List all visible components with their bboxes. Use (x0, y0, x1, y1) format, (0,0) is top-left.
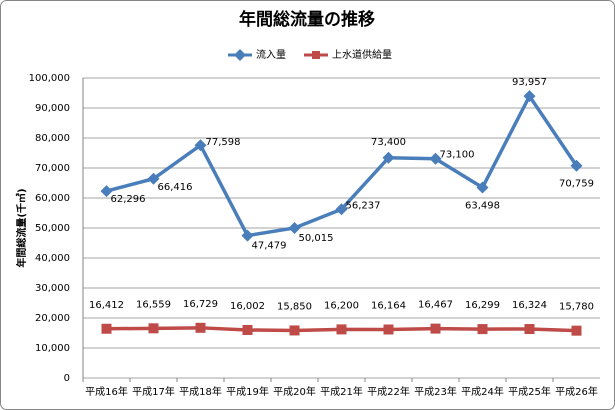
y-tick-label: 0 (64, 373, 70, 384)
marker (429, 152, 442, 165)
data-label: 47,479 (252, 241, 287, 252)
marker (571, 325, 582, 336)
x-tick-label: 平成16年 (85, 385, 128, 398)
marker (382, 151, 395, 164)
data-label: 66,416 (158, 182, 193, 193)
legend: 流入量 上水道供給量 (228, 48, 392, 61)
marker (194, 139, 207, 152)
x-tick-label: 平成22年 (367, 385, 410, 398)
data-label: 77,598 (206, 137, 241, 148)
data-label: 50,015 (299, 233, 334, 244)
data-label: 16,324 (512, 300, 547, 311)
data-label: 16,002 (230, 301, 265, 312)
marker (430, 323, 441, 334)
y-tick-label: 90,000 (35, 103, 70, 114)
marker (148, 323, 159, 334)
x-tick-label: 平成20年 (273, 385, 316, 398)
marker (288, 221, 301, 234)
y-tick-label: 30,000 (35, 283, 70, 294)
y-tick-label: 40,000 (35, 253, 70, 264)
marker (241, 229, 254, 242)
x-tick-label: 平成24年 (461, 385, 504, 398)
marker (101, 323, 112, 334)
data-label: 73,400 (371, 137, 406, 148)
y-tick-label: 60,000 (35, 193, 70, 204)
y-axis-label: 年間総流量(千㎥) (15, 188, 28, 267)
marker (570, 159, 583, 172)
marker (335, 203, 348, 216)
marker (383, 324, 394, 335)
y-tick-label: 80,000 (35, 133, 70, 144)
legend-marker (234, 49, 246, 61)
x-tick-label: 平成25年 (508, 385, 551, 398)
marker (289, 325, 300, 336)
x-tick-label: 平成21年 (320, 385, 363, 398)
legend-label: 流入量 (256, 48, 286, 61)
x-tick-label: 平成19年 (226, 385, 269, 398)
x-tick-label: 平成23年 (414, 385, 457, 398)
y-tick-label: 100,000 (29, 73, 70, 84)
data-label: 16,559 (136, 299, 171, 310)
data-label: 15,850 (277, 301, 312, 312)
x-tick-label: 平成26年 (555, 385, 598, 398)
data-label: 93,957 (512, 77, 547, 88)
data-label: 16,412 (89, 300, 124, 311)
legend-marker (312, 51, 320, 59)
data-label: 70,759 (559, 179, 594, 190)
marker (100, 185, 113, 198)
marker (195, 322, 206, 333)
marker (523, 90, 536, 103)
chart-title: 年間総流量の推移 (239, 9, 375, 30)
data-label: 63,498 (465, 201, 500, 212)
data-label: 56,237 (346, 200, 381, 211)
marker (336, 324, 347, 335)
data-label: 15,780 (559, 302, 594, 313)
y-tick-label: 50,000 (35, 223, 70, 234)
data-label: 16,299 (465, 300, 500, 311)
data-label: 73,100 (440, 150, 475, 161)
marker (477, 324, 488, 335)
x-tick-label: 平成17年 (132, 385, 175, 398)
data-label: 16,467 (418, 300, 453, 311)
y-tick-label: 20,000 (35, 313, 70, 324)
marker (476, 181, 489, 194)
marker (147, 172, 160, 185)
data-label: 16,164 (371, 301, 406, 312)
marker (242, 324, 253, 335)
data-label: 62,296 (111, 194, 146, 205)
data-label: 16,200 (324, 300, 359, 311)
x-tick-label: 平成18年 (179, 385, 222, 398)
marker (524, 324, 535, 335)
data-label: 16,729 (183, 299, 218, 310)
y-tick-label: 10,000 (35, 343, 70, 354)
legend-label: 上水道供給量 (332, 48, 392, 61)
y-tick-label: 70,000 (35, 163, 70, 174)
